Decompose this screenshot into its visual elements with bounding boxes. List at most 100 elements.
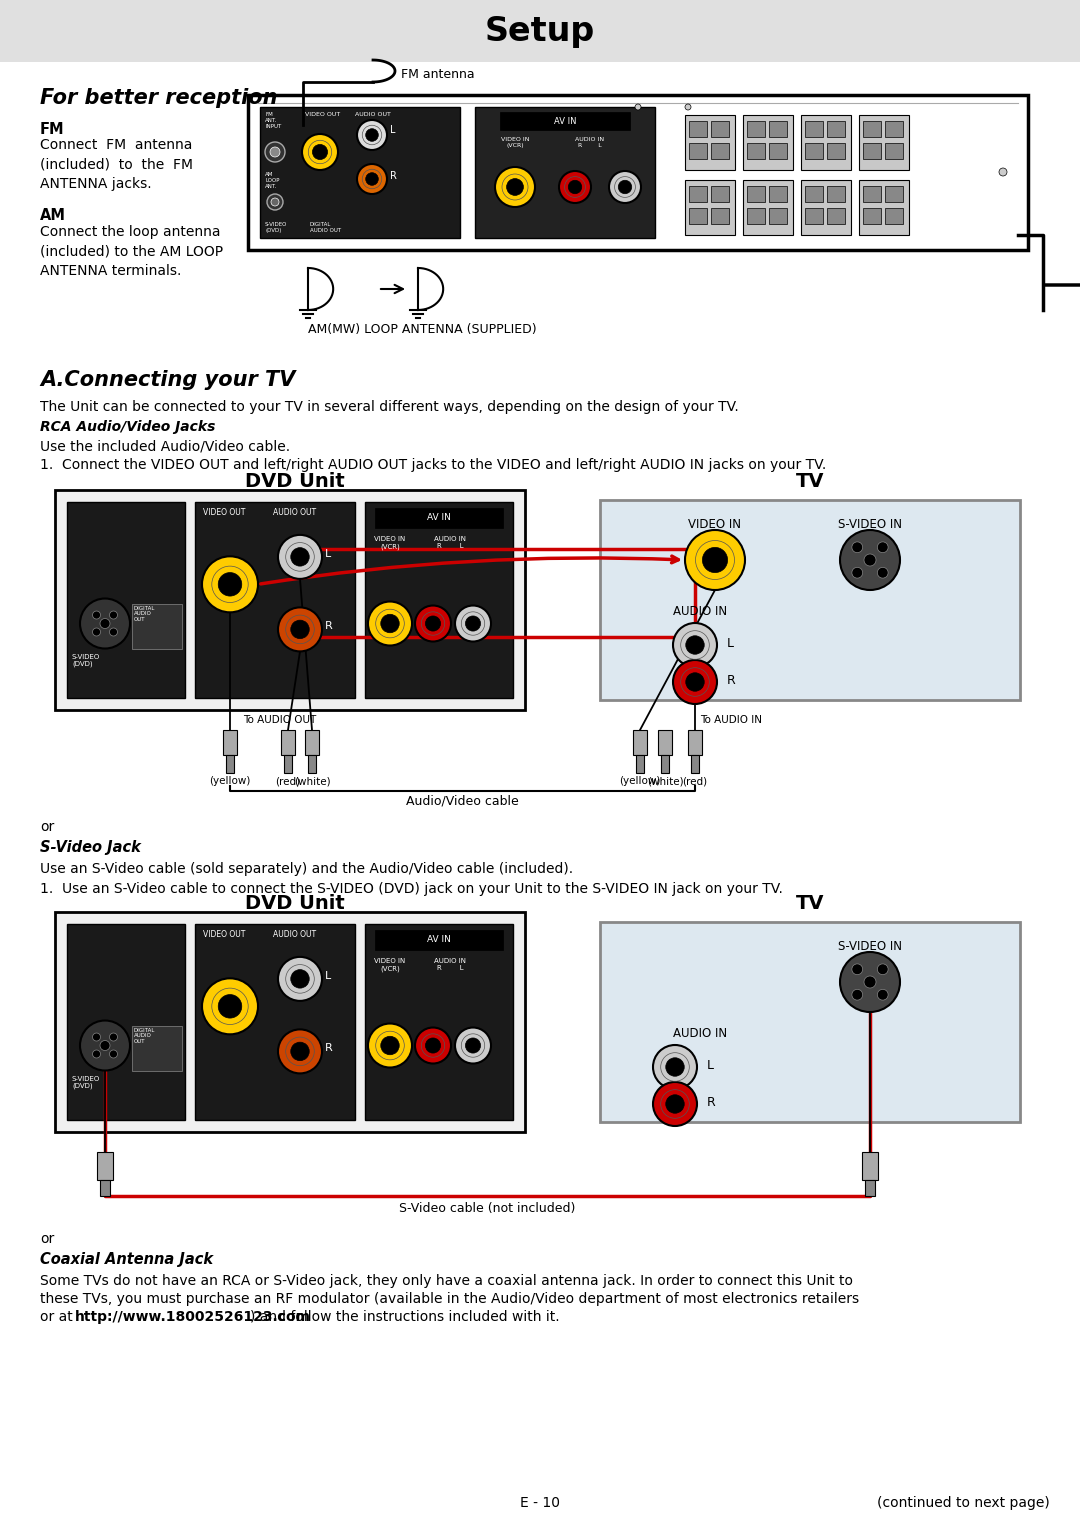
Bar: [222, 729, 237, 755]
Text: S-Video cable (not included): S-Video cable (not included): [399, 1202, 576, 1215]
Bar: [475, 107, 654, 238]
Text: DIGITAL
AUDIO OUT: DIGITAL AUDIO OUT: [310, 221, 341, 233]
Bar: [769, 121, 787, 137]
Bar: [863, 143, 881, 159]
Bar: [658, 729, 672, 755]
Text: DIGITAL
AUDIO
OUT: DIGITAL AUDIO OUT: [134, 606, 156, 623]
Text: VIDEO OUT: VIDEO OUT: [203, 929, 245, 938]
Text: Use the included Audio/Video cable.: Use the included Audio/Video cable.: [40, 439, 291, 455]
Text: AUDIO IN
R        L: AUDIO IN R L: [576, 137, 605, 148]
Circle shape: [80, 598, 130, 649]
Bar: [636, 755, 644, 774]
Text: Audio/Video cable: Audio/Video cable: [406, 795, 518, 807]
Circle shape: [357, 163, 387, 194]
Text: or: or: [40, 819, 54, 835]
Circle shape: [877, 542, 888, 552]
Text: AUDIO IN: AUDIO IN: [673, 1027, 727, 1041]
Text: AV IN: AV IN: [427, 513, 451, 522]
Bar: [688, 729, 702, 755]
Circle shape: [267, 194, 283, 211]
Text: AUDIO OUT: AUDIO OUT: [355, 111, 391, 118]
Text: The Unit can be connected to your TV in several different ways, depending on the: The Unit can be connected to your TV in …: [40, 400, 739, 414]
Text: DIGITAL
AUDIO
OUT: DIGITAL AUDIO OUT: [134, 1027, 156, 1044]
Text: or: or: [40, 1231, 54, 1247]
Circle shape: [93, 629, 100, 636]
Text: 1.  Connect the VIDEO OUT and left/right AUDIO OUT jacks to the VIDEO and left/r: 1. Connect the VIDEO OUT and left/right …: [40, 458, 826, 472]
Bar: [685, 180, 735, 235]
Circle shape: [618, 180, 632, 194]
Text: (white): (white): [294, 777, 330, 786]
Bar: [827, 186, 845, 201]
Circle shape: [366, 172, 378, 185]
Circle shape: [568, 180, 582, 194]
Circle shape: [465, 1038, 481, 1053]
Circle shape: [109, 610, 118, 620]
Circle shape: [673, 661, 717, 703]
Text: AV IN: AV IN: [427, 934, 451, 943]
Text: AUDIO OUT: AUDIO OUT: [273, 508, 316, 517]
Circle shape: [291, 969, 309, 989]
Circle shape: [877, 568, 888, 578]
Text: RCA Audio/Video Jacks: RCA Audio/Video Jacks: [40, 420, 215, 433]
Bar: [801, 114, 851, 169]
Bar: [600, 922, 1020, 1122]
Bar: [305, 729, 319, 755]
Text: VIDEO IN: VIDEO IN: [689, 517, 742, 531]
Text: TV: TV: [796, 472, 824, 491]
Bar: [863, 186, 881, 201]
Bar: [747, 208, 765, 224]
Circle shape: [999, 168, 1007, 175]
Text: Coaxial Antenna Jack: Coaxial Antenna Jack: [40, 1251, 213, 1267]
Bar: [195, 502, 355, 697]
Circle shape: [665, 1094, 685, 1114]
Circle shape: [653, 1082, 697, 1126]
Bar: [769, 143, 787, 159]
Circle shape: [218, 995, 242, 1018]
Text: AUDIO IN
R        L: AUDIO IN R L: [434, 958, 465, 971]
Text: FM
ANT.
INPUT: FM ANT. INPUT: [265, 111, 281, 128]
Text: (red): (red): [275, 777, 300, 786]
Circle shape: [381, 1036, 400, 1054]
Circle shape: [415, 1027, 451, 1064]
Circle shape: [278, 607, 322, 652]
Text: these TVs, you must purchase an RF modulator (available in the Audio/Video depar: these TVs, you must purchase an RF modul…: [40, 1293, 859, 1306]
Circle shape: [864, 554, 876, 566]
Text: AM: AM: [40, 208, 66, 223]
Text: (continued to next page): (continued to next page): [877, 1495, 1050, 1511]
Bar: [132, 1025, 183, 1071]
Text: FM: FM: [40, 122, 65, 137]
Bar: [685, 114, 735, 169]
Text: E - 10: E - 10: [519, 1495, 561, 1511]
Bar: [308, 755, 316, 774]
Bar: [100, 1180, 110, 1196]
Circle shape: [109, 629, 118, 636]
Circle shape: [381, 615, 400, 633]
Circle shape: [426, 617, 441, 632]
Text: For better reception: For better reception: [40, 89, 278, 108]
Circle shape: [366, 128, 378, 142]
Text: DVD Unit: DVD Unit: [245, 472, 345, 491]
Text: or at: or at: [40, 1309, 77, 1325]
Bar: [55, 913, 525, 1132]
Circle shape: [465, 617, 481, 632]
Text: To AUDIO OUT: To AUDIO OUT: [243, 716, 316, 725]
Bar: [689, 208, 707, 224]
Text: Connect the loop antenna
(included) to the AM LOOP
ANTENNA terminals.: Connect the loop antenna (included) to t…: [40, 224, 224, 278]
Circle shape: [852, 989, 863, 1000]
Circle shape: [93, 1050, 100, 1058]
Bar: [862, 1152, 878, 1180]
Bar: [743, 180, 793, 235]
Text: VIDEO OUT: VIDEO OUT: [305, 111, 340, 118]
Bar: [633, 729, 647, 755]
Text: http://www.18002526123.com: http://www.18002526123.com: [75, 1309, 311, 1325]
Bar: [375, 929, 503, 951]
Circle shape: [685, 530, 745, 591]
Circle shape: [278, 536, 322, 578]
Circle shape: [426, 1038, 441, 1053]
Circle shape: [291, 620, 309, 639]
Bar: [747, 186, 765, 201]
Text: (white): (white): [647, 777, 684, 786]
Circle shape: [840, 952, 900, 1012]
Circle shape: [357, 121, 387, 150]
Circle shape: [559, 171, 591, 203]
